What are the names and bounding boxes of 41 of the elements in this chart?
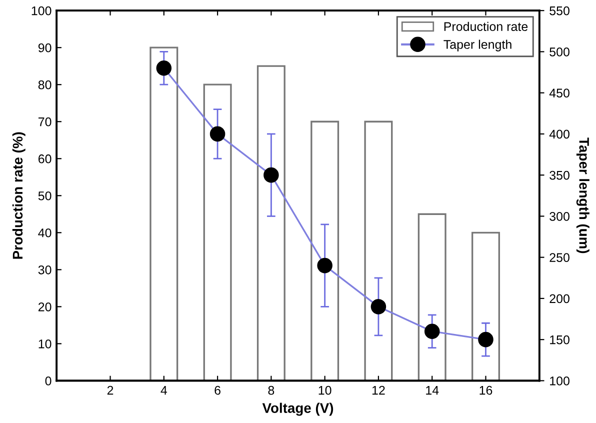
y-tick-label: 50: [38, 191, 52, 200]
x-tick-label: 8: [268, 386, 274, 395]
x-tick-label: 2: [107, 386, 114, 395]
y-tick-label: 0: [45, 376, 52, 386]
y-tick-label: 90: [38, 43, 52, 52]
y-axis-title: Production rate (%): [12, 132, 26, 259]
y2-tick-label: 200: [550, 294, 570, 304]
y2-tick-label: 550: [550, 6, 570, 16]
bar: [418, 213, 446, 381]
x-tick-label: 12: [372, 386, 385, 395]
y-tick-label: 60: [38, 154, 52, 164]
bar: [150, 46, 178, 381]
x-tick-label: 4: [160, 386, 168, 395]
y2-tick-label: 250: [550, 253, 570, 262]
y-tick-label: 20: [38, 302, 52, 312]
y-tick-label: 100: [32, 6, 52, 16]
y2-tick-label: 100: [550, 376, 570, 386]
y-tick-label: 10: [38, 339, 52, 348]
x-tick-label: 10: [318, 386, 332, 395]
legend-label: Production rate: [444, 22, 528, 32]
y-tick-label: 80: [38, 80, 52, 90]
bar: [256, 65, 286, 381]
bar: [471, 232, 500, 381]
y-tick-label: 40: [38, 228, 52, 238]
bar: [364, 120, 393, 381]
y2-tick-label: 400: [549, 130, 570, 139]
x-tick-label: 14: [426, 386, 439, 395]
y2-tick-label: 300: [550, 212, 570, 221]
bar: [203, 84, 232, 381]
legend-label: Taper length: [444, 40, 512, 52]
x-tick-label: 16: [480, 386, 492, 395]
y-tick-label: 30: [38, 265, 52, 274]
y2-tick-label: 150: [550, 335, 570, 344]
x-axis-title: Voltage (V): [262, 402, 334, 416]
y2-tick-label: 500: [550, 48, 570, 56]
y2-tick-label: 350: [550, 170, 570, 180]
bar: [310, 120, 340, 381]
y2-axis-title: Taper length (um): [576, 138, 590, 254]
y2-tick-label: 450: [549, 88, 570, 98]
y-tick-label: 70: [38, 117, 52, 126]
x-tick-label: 6: [214, 386, 220, 395]
